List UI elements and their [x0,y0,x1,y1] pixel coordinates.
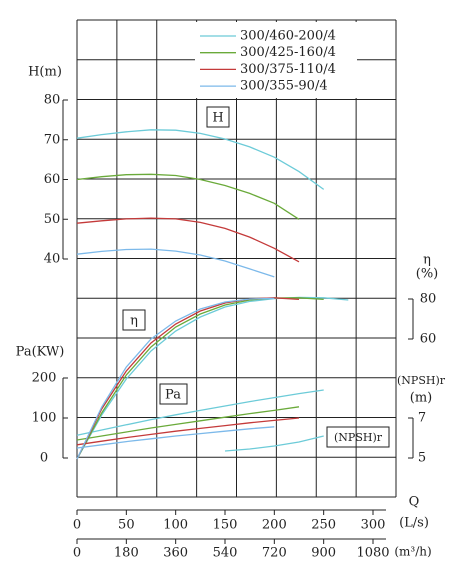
tick-label: 100 [32,411,57,426]
tick-label: 0 [73,546,81,561]
x2-axis-unit: (m³/h) [394,545,431,559]
annotation: H [212,111,223,126]
npsh-curve [224,435,324,452]
annotation-box [326,426,390,448]
power-curve [76,417,300,446]
head-curve [76,173,300,220]
head-curve [76,129,325,190]
power-curve [76,426,275,449]
legend-label: 300/355-90/4 [240,79,328,94]
y-axis-label: H(m) [28,65,62,80]
tick-label: 80 [420,292,437,307]
power-curve [76,389,324,436]
eta-axis-unit: (%) [416,267,439,282]
tick-label: 540 [213,546,238,561]
tick-label: 200 [262,518,287,533]
tick-label: 300 [361,518,386,533]
tick-label: 50 [44,212,61,227]
annotation: η [130,314,138,329]
head-curve [76,217,300,263]
power-curve [76,406,300,441]
tick-label: 40 [44,252,61,267]
x-axis-unit: (L/s) [399,516,429,531]
tick-label: 5 [418,451,426,466]
tick-label: 200 [32,371,57,386]
tick-label: 80 [44,93,61,108]
annotation: Pa [165,388,181,403]
legend-label: 300/375-110/4 [240,62,336,77]
eta-axis-label: η [423,253,431,268]
head-curve [76,248,275,278]
tick-label: 900 [311,546,336,561]
tick-label: 60 [420,332,437,347]
legend-box [195,22,357,98]
tick-label: 50 [118,518,135,533]
tick-label: 60 [44,172,61,187]
annotation-box [122,309,146,331]
npsh-axis-label: (NPSH)r [397,374,446,387]
npsh-axis-unit: (m) [410,391,432,406]
tick-label: 150 [213,518,238,533]
tick-label: 70 [44,132,61,147]
legend-label: 300/460-200/4 [240,29,336,44]
annotation-box [159,383,188,405]
tick-label: 360 [163,546,188,561]
annotation: (NPSH)r [334,431,383,444]
tick-label: 250 [311,518,336,533]
tick-label: 100 [163,518,188,533]
tick-label: 0 [40,451,48,466]
legend-label: 300/425-160/4 [240,45,336,60]
tick-label: 0 [73,518,81,533]
tick-label: 180 [114,546,139,561]
tick-label: 7 [418,411,426,426]
tick-label: 720 [262,546,287,561]
tick-label: 1080 [356,546,389,561]
efficiency-curve [76,297,275,460]
x-axis-label: Q [409,495,420,510]
pa-axis-label: Pa(KW) [16,345,65,360]
annotation-box [206,106,230,128]
